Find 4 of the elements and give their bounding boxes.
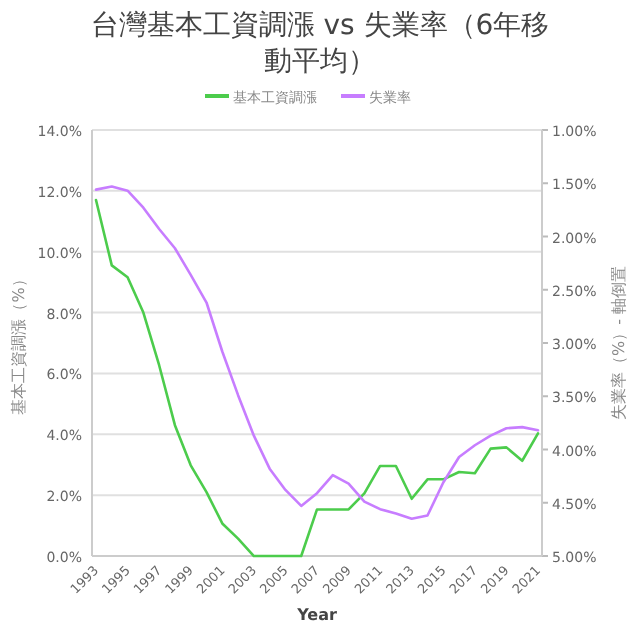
- x-axis-title: Year: [295, 606, 337, 624]
- chart-title: 台灣基本工資調漲 vs 失業率（6年移動平均）: [88, 8, 552, 80]
- y2-axis-title: 失業率（%）- 軸倒置: [610, 265, 628, 421]
- y-axis-title: 基本工資調漲（%）: [10, 271, 28, 415]
